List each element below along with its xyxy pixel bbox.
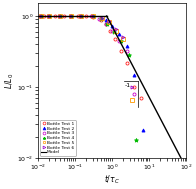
Bottle Test 5: [101, 16, 103, 19]
Bottle Test 6: [70, 15, 72, 17]
Bottle Test 5: [48, 15, 50, 17]
Bottle Test 2: [48, 15, 50, 17]
Bottle Test 6: [39, 15, 42, 17]
Bottle Test 4: [112, 31, 115, 33]
Bottle Test 3: [70, 15, 72, 17]
Bottle Test 6: [101, 16, 103, 19]
Bottle Test 1: [43, 15, 45, 17]
Bottle Test 1: [54, 15, 56, 17]
Bottle Test 3: [133, 93, 135, 95]
Bottle Test 5: [80, 15, 83, 17]
Bottle Test 2: [133, 74, 135, 76]
Bottle Test 4: [59, 15, 61, 17]
Bottle Test 4: [70, 15, 72, 17]
Bottle Test 2: [39, 15, 42, 17]
Bottle Test 2: [91, 15, 94, 17]
Y-axis label: $L/L_0$: $L/L_0$: [4, 73, 16, 89]
Bottle Test 5: [91, 15, 94, 17]
Bottle Test 3: [111, 30, 113, 32]
Bottle Test 1: [100, 19, 102, 21]
Bottle Test 1: [76, 15, 79, 17]
Bottle Test 1: [105, 22, 107, 25]
Bottle Test 3: [98, 17, 100, 20]
Bottle Test 4: [91, 15, 94, 17]
Bottle Test 4: [106, 22, 109, 25]
Line: Model: Model: [107, 16, 186, 168]
Bottle Test 5: [131, 99, 133, 101]
Line: Bottle Test 3: Bottle Test 3: [39, 15, 136, 95]
Bottle Test 6: [59, 15, 61, 17]
Bottle Test 6: [48, 15, 50, 17]
Bottle Test 1: [114, 38, 116, 40]
Bottle Test 2: [111, 25, 113, 27]
Bottle Test 1: [62, 15, 65, 17]
Bottle Test 4: [80, 15, 83, 17]
Bottle Test 4: [48, 15, 50, 17]
Bottle Test 5: [39, 15, 42, 17]
Bottle Test 1: [109, 30, 112, 32]
Bottle Test 6: [80, 15, 83, 17]
Bottle Test 4: [127, 54, 130, 57]
Model: [185, 167, 188, 170]
Line: Bottle Test 5: Bottle Test 5: [39, 15, 134, 102]
Bottle Test 2: [126, 45, 128, 47]
Bottle Test 2: [70, 15, 72, 17]
Bottle Test 6: [91, 15, 94, 17]
Model: [178, 154, 181, 156]
Bottle Test 1: [133, 86, 135, 88]
Line: Bottle Test 4: Bottle Test 4: [38, 14, 138, 142]
Bottle Test 2: [105, 19, 107, 21]
Model: [110, 24, 113, 26]
Bottle Test 5: [70, 15, 72, 17]
Line: Bottle Test 2: Bottle Test 2: [39, 15, 145, 131]
Bottle Test 5: [108, 21, 111, 23]
Bottle Test 3: [126, 50, 128, 52]
Bottle Test 6: [115, 28, 117, 30]
Bottle Test 6: [122, 36, 124, 39]
Bottle Test 1: [120, 50, 123, 52]
Model: [105, 15, 108, 17]
Bottle Test 2: [117, 33, 120, 36]
Model: [109, 21, 111, 23]
Bottle Test 5: [59, 15, 61, 17]
Bottle Test 2: [142, 129, 145, 131]
Line: Bottle Test 6: Bottle Test 6: [39, 15, 134, 89]
Bottle Test 6: [131, 86, 133, 88]
Bottle Test 3: [117, 40, 120, 42]
Line: Bottle Test 1: Bottle Test 1: [39, 15, 142, 100]
Bottle Test 5: [115, 30, 117, 32]
Bottle Test 3: [105, 22, 107, 25]
Model: [120, 43, 123, 45]
Bottle Test 3: [48, 15, 50, 17]
Bottle Test 3: [59, 15, 61, 17]
Model: [181, 160, 183, 162]
Bottle Test 4: [135, 139, 137, 141]
Text: -1: -1: [125, 83, 131, 88]
Bottle Test 1: [70, 15, 72, 17]
Bottle Test 3: [80, 15, 83, 17]
Bottle Test 1: [48, 15, 50, 17]
Bottle Test 5: [122, 38, 124, 40]
Legend: Bottle Test 1, Bottle Test 2, Bottle Test 3, Bottle Test 4, Bottle Test 5, Bottl: Bottle Test 1, Bottle Test 2, Bottle Tes…: [40, 120, 76, 156]
Bottle Test 1: [91, 15, 94, 18]
X-axis label: $t/\tau_C$: $t/\tau_C$: [104, 173, 120, 186]
Bottle Test 2: [59, 15, 61, 17]
Bottle Test 3: [90, 15, 93, 17]
Bottle Test 2: [100, 16, 102, 19]
Bottle Test 1: [126, 62, 128, 64]
Bottle Test 3: [39, 15, 42, 17]
Model: [127, 55, 129, 58]
Bottle Test 4: [39, 15, 42, 17]
Bottle Test 1: [140, 97, 142, 99]
Bottle Test 1: [85, 15, 87, 17]
Bottle Test 1: [39, 15, 42, 17]
Bottle Test 4: [119, 40, 122, 42]
Bottle Test 2: [80, 15, 83, 17]
Bottle Test 6: [108, 20, 111, 22]
Bottle Test 4: [100, 17, 102, 20]
